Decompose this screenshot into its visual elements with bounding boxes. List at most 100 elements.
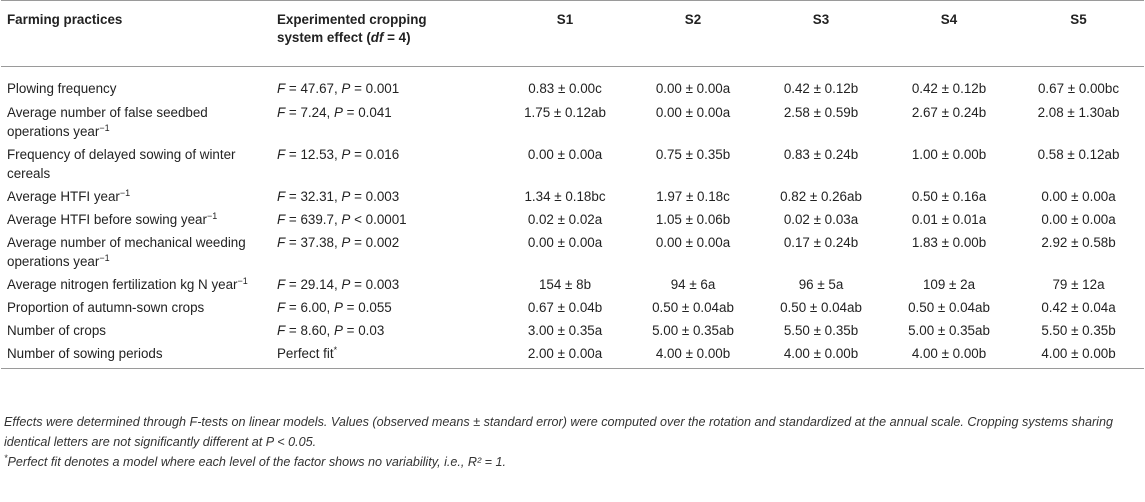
header-effect-df-value: = 4) <box>383 30 411 45</box>
row-value-s3: 0.17 ± 0.24b <box>783 235 859 250</box>
perfect-fit-text: Perfect fit <box>277 346 334 361</box>
p-label: P <box>341 81 351 96</box>
p-label: P <box>341 235 351 250</box>
row-effect: F = 639.7, P < 0.0001 <box>277 212 407 227</box>
f-label: F <box>277 147 286 162</box>
row-practice-text: Average number of false seedbed operatio… <box>7 105 208 139</box>
p-operator: = <box>346 300 355 315</box>
row-value-s1: 0.00 ± 0.00a <box>527 235 603 250</box>
f-value: 639.7 <box>300 212 334 227</box>
row-value-s5: 2.08 ± 1.30ab <box>1037 105 1120 120</box>
table-row: Proportion of autumn-sown crops F = 6.00,… <box>1 296 1144 319</box>
perfect-fit-mark: * <box>333 345 338 355</box>
row-value-s1: 2.00 ± 0.00a <box>527 346 603 361</box>
row-practice-exponent: −1 <box>99 123 110 133</box>
footnote-main: Effects were determined through F-tests … <box>4 415 1113 449</box>
row-effect: F = 8.60, P = 0.03 <box>277 323 385 338</box>
f-value: 8.60 <box>300 323 327 338</box>
p-value: 0.003 <box>365 189 400 204</box>
row-value-s5: 0.42 ± 0.04a <box>1041 300 1116 315</box>
row-value-s2: 1.05 ± 0.06b <box>655 212 731 227</box>
f-label: F <box>277 105 286 120</box>
row-value-s2: 5.00 ± 0.35ab <box>652 323 734 338</box>
f-value: 6.00 <box>300 300 327 315</box>
row-practice-exponent: −1 <box>99 253 110 263</box>
row-practice: Proportion of autumn-sown crops <box>1 296 271 319</box>
p-label: P <box>341 147 351 162</box>
f-label: F <box>277 235 286 250</box>
p-value: 0.003 <box>365 277 400 292</box>
row-practice-text: Proportion of autumn-sown crops <box>7 300 205 315</box>
header-s5: S5 <box>1070 12 1087 27</box>
table-row: Average HTFI before sowing year−1 F = 639… <box>1 208 1144 231</box>
row-practice-text: Plowing frequency <box>7 81 117 96</box>
f-label: F <box>277 212 286 227</box>
row-value-s4: 5.00 ± 0.35ab <box>908 323 990 338</box>
f-label: F <box>277 81 286 96</box>
p-value: 0.03 <box>358 323 385 338</box>
row-practice: Average HTFI year−1 <box>1 185 271 208</box>
row-value-s3: 0.42 ± 0.12b <box>783 81 859 96</box>
p-label: P <box>341 212 351 227</box>
results-table: Farming practices Experimented cropping … <box>1 0 1144 369</box>
f-label: F <box>277 300 286 315</box>
row-value-s3: 2.58 ± 0.59b <box>783 105 859 120</box>
row-value-s2: 4.00 ± 0.00b <box>655 346 731 361</box>
row-effect: F = 29.14, P = 0.003 <box>277 277 400 292</box>
p-label: P <box>333 300 343 315</box>
row-value-s1: 0.02 ± 0.02a <box>527 212 603 227</box>
row-practice-exponent: −1 <box>237 276 248 286</box>
row-value-s1: 154 ± 8b <box>538 277 592 292</box>
row-value-s5: 2.92 ± 0.58b <box>1041 235 1116 250</box>
row-effect: F = 47.67, P = 0.001 <box>277 81 400 96</box>
f-label: F <box>277 277 286 292</box>
f-value: 47.67 <box>300 81 334 96</box>
row-value-s1: 0.00 ± 0.00a <box>527 147 603 162</box>
footnote-star: * <box>4 453 8 463</box>
p-operator: = <box>346 323 355 338</box>
row-value-s4: 1.00 ± 0.00b <box>911 147 987 162</box>
table-row: Average nitrogen fertilization kg N year… <box>1 273 1144 296</box>
header-s3: S3 <box>812 12 830 27</box>
f-value: 12.53 <box>300 147 334 162</box>
row-practice-text: Frequency of delayed sowing of winter ce… <box>7 147 236 181</box>
row-value-s2: 0.75 ± 0.35b <box>655 147 731 162</box>
table-footnotes: Effects were determined through F-tests … <box>4 412 1140 472</box>
table-row: Average number of mechanical weeding ope… <box>1 231 1144 273</box>
table-header: Farming practices Experimented cropping … <box>1 0 1144 67</box>
f-label: F <box>277 189 286 204</box>
row-practice: Plowing frequency <box>1 67 271 102</box>
table-row: Plowing frequency F = 47.67, P = 0.001 0.8… <box>1 67 1144 102</box>
header-effect-line1: Experimented cropping <box>277 12 427 27</box>
p-value: 0.002 <box>365 235 400 250</box>
row-value-s1: 1.75 ± 0.12ab <box>524 105 606 120</box>
header-s4: S4 <box>940 12 958 27</box>
row-practice: Average number of false seedbed operatio… <box>1 101 271 143</box>
p-value: 0.016 <box>365 147 400 162</box>
row-practice-exponent: −1 <box>206 211 218 221</box>
header-effect: Experimented cropping system effect (df … <box>271 1 501 67</box>
row-effect: Perfect fit* <box>271 342 501 369</box>
table-body: Plowing frequency F = 47.67, P = 0.001 0.8… <box>1 67 1144 369</box>
p-operator: = <box>354 81 362 96</box>
row-value-s2: 0.00 ± 0.00a <box>655 105 731 120</box>
row-value-s1: 3.00 ± 0.35a <box>527 323 603 338</box>
footnote-star-text: Perfect fit denotes a model where each l… <box>7 455 507 469</box>
row-effect: F = 7.24, P = 0.041 <box>277 105 392 120</box>
p-label: P <box>341 189 351 204</box>
row-value-s1: 1.34 ± 0.18bc <box>524 189 606 204</box>
row-practice: Average HTFI before sowing year−1 <box>1 208 271 231</box>
row-effect: F = 32.31, P = 0.003 <box>277 189 400 204</box>
row-effect: F = 12.53, P = 0.016 <box>277 147 400 162</box>
row-value-s3: 4.00 ± 0.00b <box>783 346 859 361</box>
row-practice-text: Number of crops <box>7 323 106 338</box>
row-value-s2: 0.50 ± 0.04ab <box>652 300 734 315</box>
p-operator: = <box>354 147 362 162</box>
row-value-s4: 4.00 ± 0.00b <box>911 346 987 361</box>
row-value-s4: 0.50 ± 0.16a <box>911 189 987 204</box>
row-value-s3: 0.50 ± 0.04ab <box>780 300 862 315</box>
p-operator: = <box>354 277 362 292</box>
row-value-s5: 79 ± 12a <box>1052 277 1105 292</box>
row-value-s5: 0.58 ± 0.12ab <box>1037 147 1120 162</box>
p-operator: = <box>354 189 362 204</box>
